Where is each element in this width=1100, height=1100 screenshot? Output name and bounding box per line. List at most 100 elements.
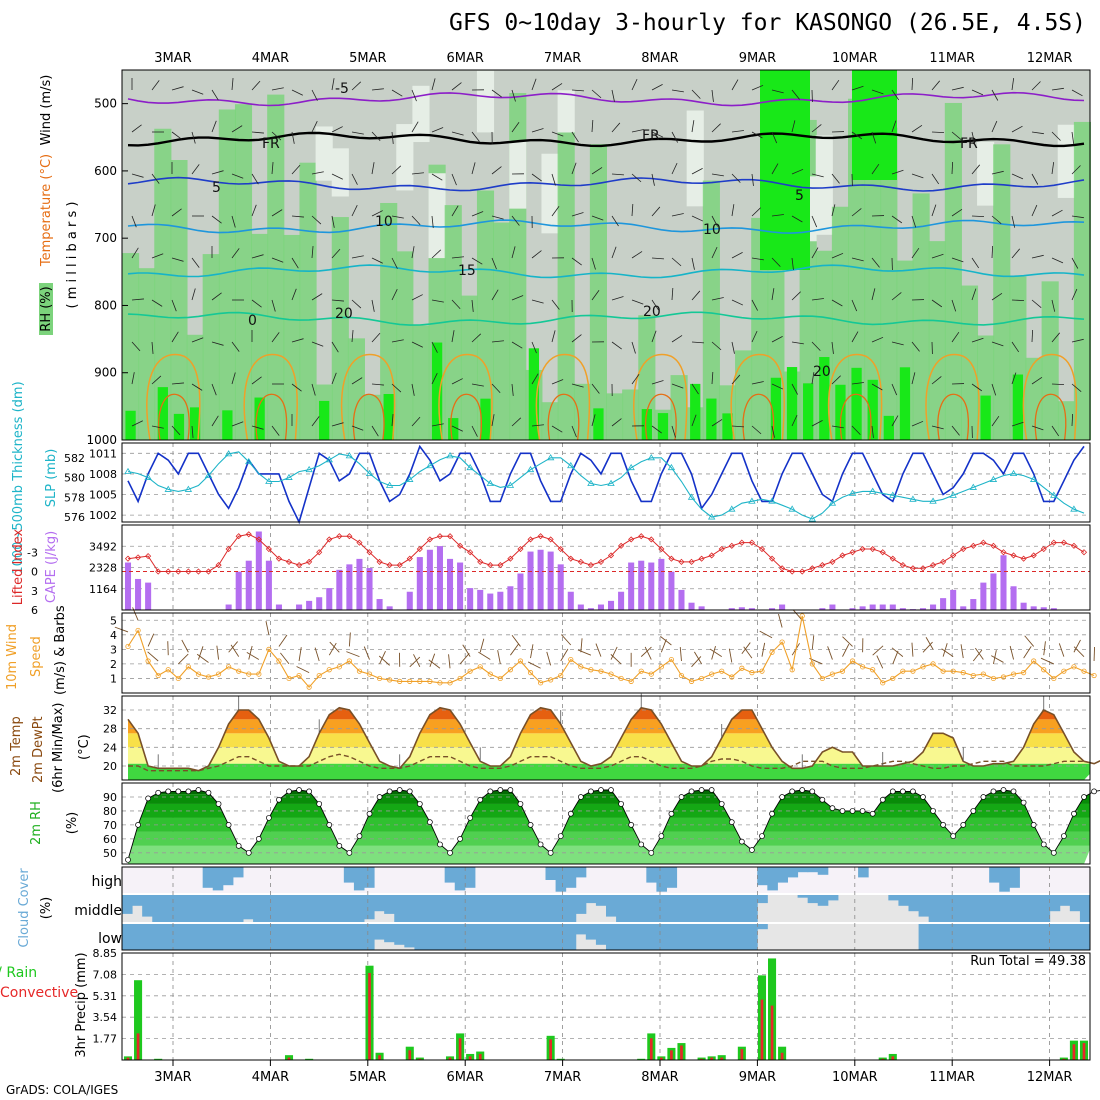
wind-barb <box>891 89 900 101</box>
wind-barb <box>211 120 217 133</box>
wind-barb <box>931 376 942 385</box>
wind-barb <box>671 383 684 389</box>
wind-barb <box>991 120 998 133</box>
lifted-index-marker <box>396 562 403 569</box>
rh-column <box>460 295 478 440</box>
cloud-cover-cell <box>404 924 415 948</box>
wind-barb <box>1071 131 1075 144</box>
cloud-cover-cell <box>384 924 395 943</box>
cape-bar <box>879 604 886 610</box>
cloud-cover-cell <box>222 867 234 886</box>
cloud-cover-cell <box>353 924 365 950</box>
wind-barb <box>379 651 386 665</box>
lifted-index-marker <box>205 568 212 575</box>
wind-barb <box>931 80 941 91</box>
lifted-index-marker <box>275 555 283 562</box>
cloud-cover-cell <box>686 895 698 922</box>
wind-barb <box>431 423 444 427</box>
wind-barb <box>851 382 864 385</box>
lifted-index-marker <box>678 558 685 565</box>
wind-barb <box>792 609 803 621</box>
thickness-marker <box>204 471 213 478</box>
rh-marker <box>487 788 494 795</box>
rh-marker <box>940 822 946 828</box>
wind-barb <box>271 209 283 217</box>
cloud-cover-cell <box>757 867 768 886</box>
cape-bar <box>990 573 997 610</box>
cape-bar <box>346 564 353 610</box>
temp-axis-label-4: (°C) <box>77 734 92 760</box>
rh-column-moist <box>851 367 862 440</box>
lifted-index-marker <box>688 558 695 565</box>
thickness-marker <box>406 475 414 482</box>
wind-barb <box>251 80 261 91</box>
cloud-cover-cell <box>384 895 395 914</box>
wind-barb <box>811 215 818 228</box>
wind-speed-marker <box>829 671 836 677</box>
wind-barb <box>471 162 476 175</box>
lifted-index-marker <box>567 555 574 562</box>
wind-barb <box>771 163 779 175</box>
wind-barb <box>431 127 444 133</box>
wind-barb <box>951 131 962 141</box>
wind-speed-marker <box>870 667 876 673</box>
lifted-index-marker <box>537 533 544 540</box>
wind-barb <box>191 164 200 175</box>
isotherm-25-line <box>340 353 396 441</box>
wind-barb <box>842 636 853 647</box>
cloud-cover-cell <box>535 895 546 922</box>
bottom-date-label: 5MAR <box>349 1070 386 1085</box>
isotherm-25-line <box>925 353 980 441</box>
lifted-index-marker <box>789 568 796 575</box>
wind-label: Wind (m/s) <box>39 75 54 146</box>
cape-bar <box>426 549 433 610</box>
cape-bar <box>336 569 343 610</box>
wind-barb <box>611 246 617 259</box>
lifted-index-marker <box>638 533 645 540</box>
lifted-index-marker <box>557 545 564 553</box>
wind-speed-marker <box>900 668 906 674</box>
wind-speed-marker <box>628 678 634 684</box>
wind-barb <box>811 173 824 178</box>
precip-convective-bar <box>458 1038 462 1060</box>
wind-speed-marker <box>930 661 936 667</box>
wind-barb <box>1031 376 1043 385</box>
wind-barb <box>1071 89 1083 97</box>
rh-marker <box>1091 788 1097 795</box>
rh-marker <box>698 787 705 793</box>
isotherm-25-line <box>827 353 883 441</box>
wind-barb <box>871 163 880 175</box>
rh-column <box>331 217 349 440</box>
cloud-cover-cell <box>555 867 567 892</box>
cloud-cover-cell <box>353 867 365 891</box>
isotherm-30-line <box>839 393 872 441</box>
wind-speed-marker <box>729 674 735 680</box>
wind-barb <box>595 643 602 657</box>
rh-column-moist <box>706 398 717 440</box>
rh-tick-label: 70 <box>103 819 117 832</box>
wind-barb <box>371 257 383 264</box>
lifted-index-marker <box>618 542 625 549</box>
rh-column-moist <box>722 413 733 440</box>
cloud-cover-cell <box>364 867 375 888</box>
lifted-index-marker <box>155 568 162 575</box>
cloud-cover-cell <box>182 924 194 950</box>
wind-barb <box>328 642 337 656</box>
wind-barb <box>371 332 381 343</box>
cloud-cover-cell <box>162 924 173 950</box>
rh-column-moist <box>690 383 701 440</box>
cloud-cover-cell <box>716 924 728 950</box>
wind-barb <box>491 89 502 98</box>
wind-speed-marker <box>215 671 222 677</box>
wind-barb <box>271 257 284 263</box>
cloud-cover-cell <box>424 924 436 950</box>
wind-barb <box>131 298 144 301</box>
thickness-marker <box>265 477 273 484</box>
wind-barb <box>151 341 154 354</box>
wind-speed-marker <box>920 664 926 670</box>
panel-frame <box>121 952 1091 1061</box>
rh-marker <box>588 788 594 795</box>
rh-marker <box>879 796 886 803</box>
precip-convective-bar <box>136 1033 140 1060</box>
wind-barb <box>660 636 672 646</box>
